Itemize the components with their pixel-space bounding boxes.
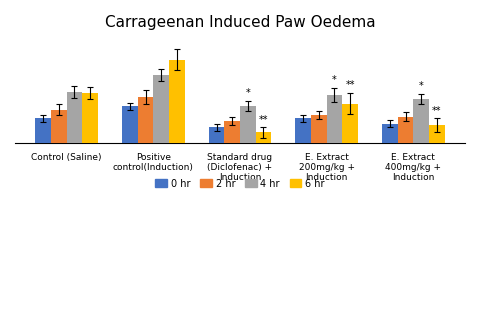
Legend: 0 hr, 2 hr, 4 hr, 6 hr: 0 hr, 2 hr, 4 hr, 6 hr [151,175,329,192]
Bar [138,98,153,143]
Bar [169,60,184,143]
Bar [36,118,51,143]
Bar [429,125,444,143]
Text: *: * [332,75,337,85]
Text: **: ** [432,106,442,116]
Bar [296,118,311,143]
Bar [153,75,169,143]
Bar [342,104,358,143]
Bar [413,99,429,143]
Text: **: ** [259,115,268,124]
Text: *: * [419,81,423,91]
Bar [240,106,256,143]
Title: Carrageenan Induced Paw Oedema: Carrageenan Induced Paw Oedema [105,15,375,30]
Bar [327,95,342,143]
Bar [51,110,67,143]
Bar [82,93,98,143]
Text: **: ** [345,80,355,91]
Bar [122,106,138,143]
Bar [256,132,271,143]
Bar [67,92,82,143]
Bar [398,117,413,143]
Bar [224,121,240,143]
Text: *: * [245,88,250,98]
Bar [382,124,398,143]
Bar [311,115,327,143]
Bar [209,127,224,143]
